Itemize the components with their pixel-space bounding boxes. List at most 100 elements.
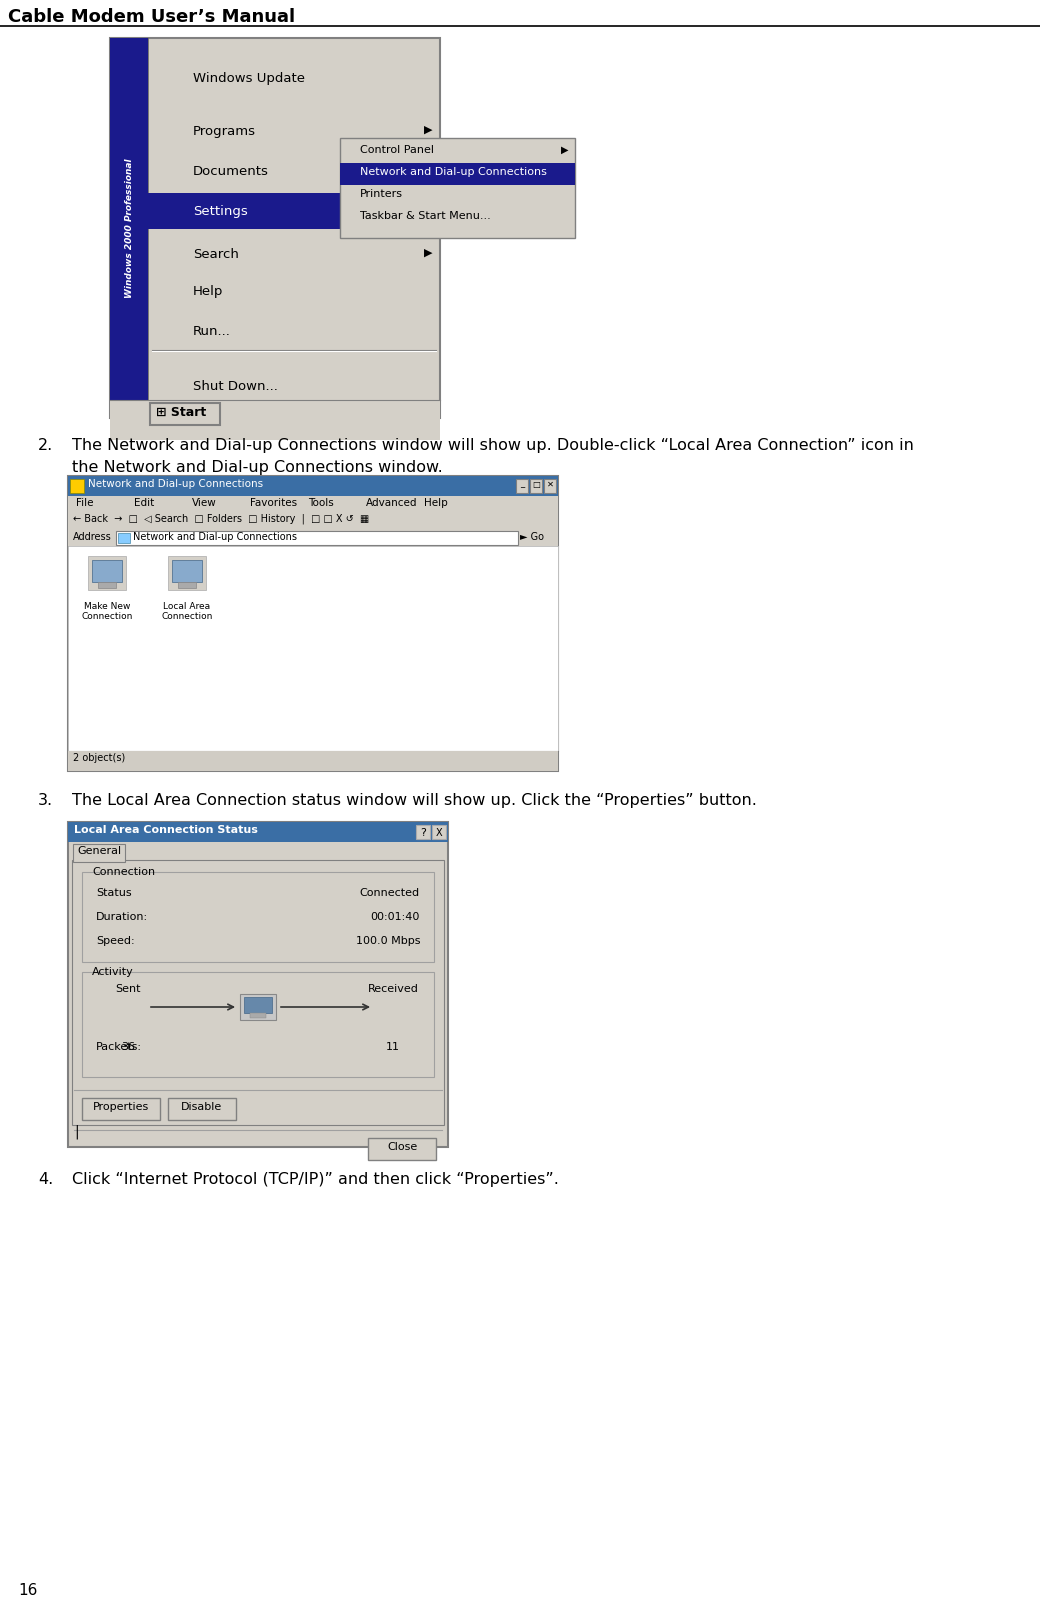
Text: Shut Down...: Shut Down... [193, 380, 278, 393]
Text: Windows Update: Windows Update [193, 73, 305, 86]
Text: the Network and Dial-up Connections window.: the Network and Dial-up Connections wind… [72, 461, 443, 475]
Bar [110, 39, 440, 419]
Bar [118, 533, 130, 543]
Bar [68, 530, 558, 546]
Text: Taskbar & Start Menu...: Taskbar & Start Menu... [360, 212, 491, 221]
Text: Local Area Connection Status: Local Area Connection Status [74, 826, 258, 835]
Bar [68, 477, 558, 496]
Bar [516, 478, 528, 493]
Text: _: _ [520, 480, 524, 488]
Text: Windows 2000 Professional: Windows 2000 Professional [125, 158, 133, 297]
Text: Programs: Programs [193, 124, 256, 137]
Text: Click “Internet Protocol (TCP/IP)” and then click “Properties”.: Click “Internet Protocol (TCP/IP)” and t… [72, 1172, 558, 1188]
Bar [148, 192, 440, 229]
Text: ?: ? [420, 827, 426, 839]
Text: ⊞ Start: ⊞ Start [156, 406, 206, 419]
Bar [88, 556, 126, 590]
Text: 11: 11 [386, 1042, 400, 1052]
Text: Edit: Edit [134, 498, 154, 507]
Bar [68, 823, 448, 1147]
Bar [168, 1097, 236, 1120]
Bar [68, 823, 448, 842]
Text: ▶: ▶ [424, 247, 433, 259]
Text: Cable Modem User’s Manual: Cable Modem User’s Manual [8, 8, 295, 26]
Text: Help: Help [424, 498, 448, 507]
Bar [416, 826, 430, 839]
Bar [70, 478, 84, 493]
Text: 2 object(s): 2 object(s) [73, 753, 125, 763]
Text: Status: Status [96, 889, 132, 898]
Text: 36: 36 [121, 1042, 135, 1052]
Text: 2.: 2. [38, 438, 53, 452]
Bar [250, 1013, 266, 1018]
Text: ✕: ✕ [546, 480, 553, 488]
Text: View: View [192, 498, 216, 507]
Text: 3.: 3. [38, 793, 53, 808]
Text: Favorites: Favorites [250, 498, 297, 507]
Text: File: File [76, 498, 94, 507]
Bar [544, 478, 556, 493]
Text: The Local Area Connection status window will show up. Click the “Properties” but: The Local Area Connection status window … [72, 793, 757, 808]
Text: Activity: Activity [92, 966, 134, 978]
Bar [68, 477, 558, 771]
Text: Received: Received [367, 984, 418, 994]
Text: Control Panel: Control Panel [360, 145, 434, 155]
Text: ▶: ▶ [424, 165, 433, 175]
Text: Documents: Documents [193, 165, 269, 178]
Text: Advanced: Advanced [366, 498, 417, 507]
Bar [172, 561, 202, 582]
Bar [98, 582, 116, 588]
Text: Printers: Printers [360, 189, 404, 199]
Text: |: | [74, 1125, 79, 1139]
Bar [92, 561, 122, 582]
Text: Speed:: Speed: [96, 936, 134, 945]
Text: Help: Help [193, 284, 224, 297]
Text: Tools: Tools [308, 498, 334, 507]
Text: Search: Search [193, 247, 239, 262]
Text: Address: Address [73, 532, 111, 541]
Text: Sent: Sent [115, 984, 140, 994]
Text: The Network and Dial-up Connections window will show up. Double-click “Local Are: The Network and Dial-up Connections wind… [72, 438, 914, 452]
Bar [72, 860, 444, 1125]
Text: ▶: ▶ [424, 124, 433, 136]
Text: 4.: 4. [38, 1172, 53, 1188]
Text: Local Area
Connection: Local Area Connection [161, 603, 213, 622]
Bar [530, 478, 542, 493]
Bar [432, 826, 446, 839]
Text: Duration:: Duration: [96, 911, 148, 923]
Bar [244, 997, 272, 1013]
Bar [68, 512, 558, 530]
Text: Make New
Connection: Make New Connection [81, 603, 133, 622]
Text: Disable: Disable [181, 1102, 223, 1112]
Bar [178, 582, 196, 588]
Text: General: General [77, 847, 121, 856]
Text: ← Back  →  □  ◁ Search  □ Folders  □ History  |  □ □ X ↺  ▦: ← Back → □ ◁ Search □ Folders □ History … [73, 514, 369, 525]
Text: □: □ [532, 480, 540, 488]
Text: Network and Dial-up Connections: Network and Dial-up Connections [360, 166, 547, 178]
Bar [82, 971, 434, 1076]
Bar [68, 751, 558, 771]
Text: X: X [436, 827, 442, 839]
Bar [110, 39, 148, 419]
Text: 16: 16 [18, 1584, 37, 1598]
Text: Connected: Connected [360, 889, 420, 898]
Text: ▶: ▶ [424, 205, 433, 215]
Bar [68, 546, 558, 751]
Bar [82, 873, 434, 962]
Bar [240, 994, 276, 1020]
Bar [68, 496, 558, 512]
Bar [116, 532, 518, 545]
Bar [340, 137, 575, 238]
Bar [368, 1138, 436, 1160]
Bar [150, 402, 220, 425]
Bar [340, 163, 575, 184]
Text: ► Go: ► Go [520, 532, 544, 541]
Text: Close: Close [387, 1143, 417, 1152]
Text: Network and Dial-up Connections: Network and Dial-up Connections [88, 478, 263, 490]
Text: Run...: Run... [193, 325, 231, 338]
Text: Connection: Connection [92, 868, 155, 877]
Text: 100.0 Mbps: 100.0 Mbps [356, 936, 420, 945]
Text: Network and Dial-up Connections: Network and Dial-up Connections [133, 532, 297, 541]
Bar [168, 556, 206, 590]
Text: ▶: ▶ [561, 145, 569, 155]
